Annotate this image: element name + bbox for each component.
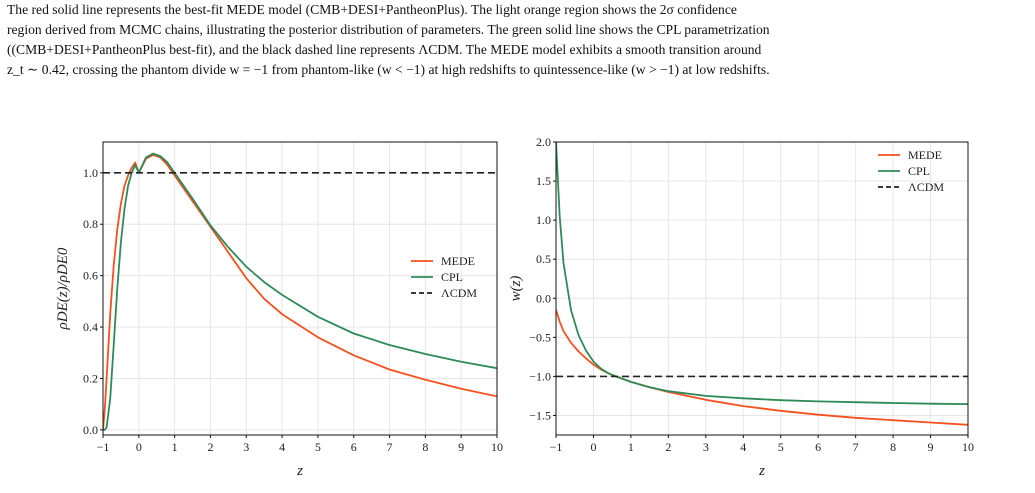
x-tick-label: 9 bbox=[928, 440, 934, 454]
x-tick-label: 3 bbox=[703, 440, 709, 454]
y-tick-label: 0.4 bbox=[83, 320, 98, 334]
series-line-cpl bbox=[103, 152, 497, 431]
figure-caption: The red solid line represents the best-f… bbox=[7, 0, 1027, 80]
caption-line-2: region derived from MCMC chains, illustr… bbox=[7, 22, 770, 37]
x-tick-label: 2 bbox=[665, 440, 671, 454]
x-tick-label: 8 bbox=[890, 440, 896, 454]
series-line-mede bbox=[556, 309, 968, 426]
y-tick-label: 0.2 bbox=[83, 371, 98, 385]
y-tick-label: −1.0 bbox=[529, 369, 551, 383]
x-tick-label: 10 bbox=[491, 440, 503, 454]
y-tick-label: 1.0 bbox=[83, 166, 98, 180]
x-tick-label: 3 bbox=[243, 440, 249, 454]
caption-line-1: The red solid line represents the best-f… bbox=[7, 2, 737, 17]
y-tick-label: 0.6 bbox=[83, 269, 98, 283]
x-tick-label: 7 bbox=[387, 440, 393, 454]
y-tick-label: 0.0 bbox=[83, 423, 98, 437]
x-tick-label: 0 bbox=[590, 440, 596, 454]
legend-label: ΛCDM bbox=[908, 180, 944, 194]
y-tick-label: 2.0 bbox=[536, 135, 551, 149]
x-axis-label: z bbox=[758, 463, 765, 479]
figure-svg: −1 0 1 2 3 4 5 6 7 8 9 100.00.20.40.60.81.0zρDE(z)/… bbox=[55, 135, 974, 479]
y-tick-label: 0.5 bbox=[536, 252, 551, 266]
y-axis-label: w(z) bbox=[508, 276, 524, 302]
y-tick-label: 0.8 bbox=[83, 217, 98, 231]
x-tick-label: 4 bbox=[740, 440, 746, 454]
y-tick-label: −1.5 bbox=[529, 408, 551, 422]
x-tick-label: 4 bbox=[279, 440, 285, 454]
density-ratio-panel: −1 0 1 2 3 4 5 6 7 8 9 10 0.0 0.2 0.4 0.6 0.8 1.0 z ρDE(z)/… bbox=[55, 141, 503, 479]
caption-line-4: z_t ∼ 0.42, crossing the phantom divide … bbox=[7, 62, 770, 77]
x-tick-label: 1 bbox=[172, 440, 178, 454]
caption-line-3: ((CMB+DESI+PantheonPlus best-fit), and t… bbox=[7, 42, 762, 57]
series-line-mede bbox=[103, 154, 497, 430]
figure: −1 0 1 2 3 4 5 6 7 8 9 10 0.0 0.2 0.4 0.6 0.8 1.0 z ρDE(z)/… bbox=[0, 120, 1035, 488]
series-line-cpl bbox=[556, 142, 968, 405]
x-tick-label: 9 bbox=[458, 440, 464, 454]
plot-frame bbox=[555, 141, 969, 436]
x-tick-label: 10 bbox=[962, 440, 974, 454]
x-tick-label: 2 bbox=[207, 440, 213, 454]
legend-label: ΛCDM bbox=[441, 286, 477, 300]
y-tick-label: 1.5 bbox=[536, 174, 551, 188]
x-tick-label: 0 bbox=[136, 440, 142, 454]
legend-label: CPL bbox=[441, 270, 463, 284]
x-tick-label: 5 bbox=[315, 440, 321, 454]
x-tick-label: 6 bbox=[351, 440, 357, 454]
y-tick-label: 0.0 bbox=[536, 291, 551, 305]
x-tick-label: −1 bbox=[97, 440, 110, 454]
x-tick-label: 6 bbox=[815, 440, 821, 454]
x-tick-label: 7 bbox=[853, 440, 859, 454]
legend-label: MEDE bbox=[908, 148, 942, 162]
legend-label: CPL bbox=[908, 164, 930, 178]
x-tick-label: 8 bbox=[422, 440, 428, 454]
y-tick-label: −0.5 bbox=[529, 330, 551, 344]
x-tick-label: 1 bbox=[628, 440, 634, 454]
plot-frame bbox=[102, 141, 498, 436]
x-axis-label: z bbox=[296, 463, 303, 479]
y-tick-label: 1.0 bbox=[536, 213, 551, 227]
x-tick-label: 5 bbox=[778, 440, 784, 454]
legend-label: MEDE bbox=[441, 254, 475, 268]
x-tick-label: −1 bbox=[550, 440, 563, 454]
equation-of-state-panel: −1 0 1 2 3 4 5 6 7 8 9 10 −1.5 −1.0 −0.5 0.0 0.5 1.0 1.5 2.… bbox=[508, 135, 974, 479]
y-axis-label: ρDE(z)/ρDE0 bbox=[55, 247, 71, 330]
